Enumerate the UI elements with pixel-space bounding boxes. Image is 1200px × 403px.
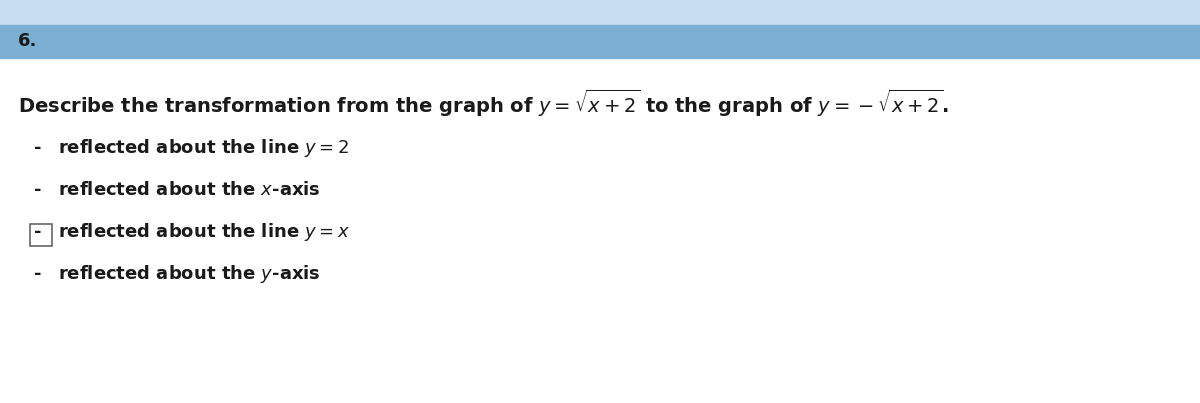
Text: -: -: [35, 265, 42, 283]
Text: -: -: [35, 181, 42, 199]
Text: reflected about the $x$-axis: reflected about the $x$-axis: [58, 181, 320, 199]
Text: 6.: 6.: [18, 32, 37, 50]
Text: -: -: [35, 139, 42, 157]
Text: -: -: [35, 223, 42, 241]
Bar: [30, 224, 52, 246]
Bar: [0, 25, 1200, 58]
Text: Describe the transformation from the graph of $y = \sqrt{x + 2}$ to the graph of: Describe the transformation from the gra…: [18, 88, 949, 119]
Text: reflected about the line $y = 2$: reflected about the line $y = 2$: [58, 137, 349, 159]
Bar: [0, 58, 1200, 403]
Text: reflected about the $y$-axis: reflected about the $y$-axis: [58, 263, 320, 285]
Text: reflected about the line $y = x$: reflected about the line $y = x$: [58, 221, 350, 243]
Bar: [0, 0, 1200, 25]
